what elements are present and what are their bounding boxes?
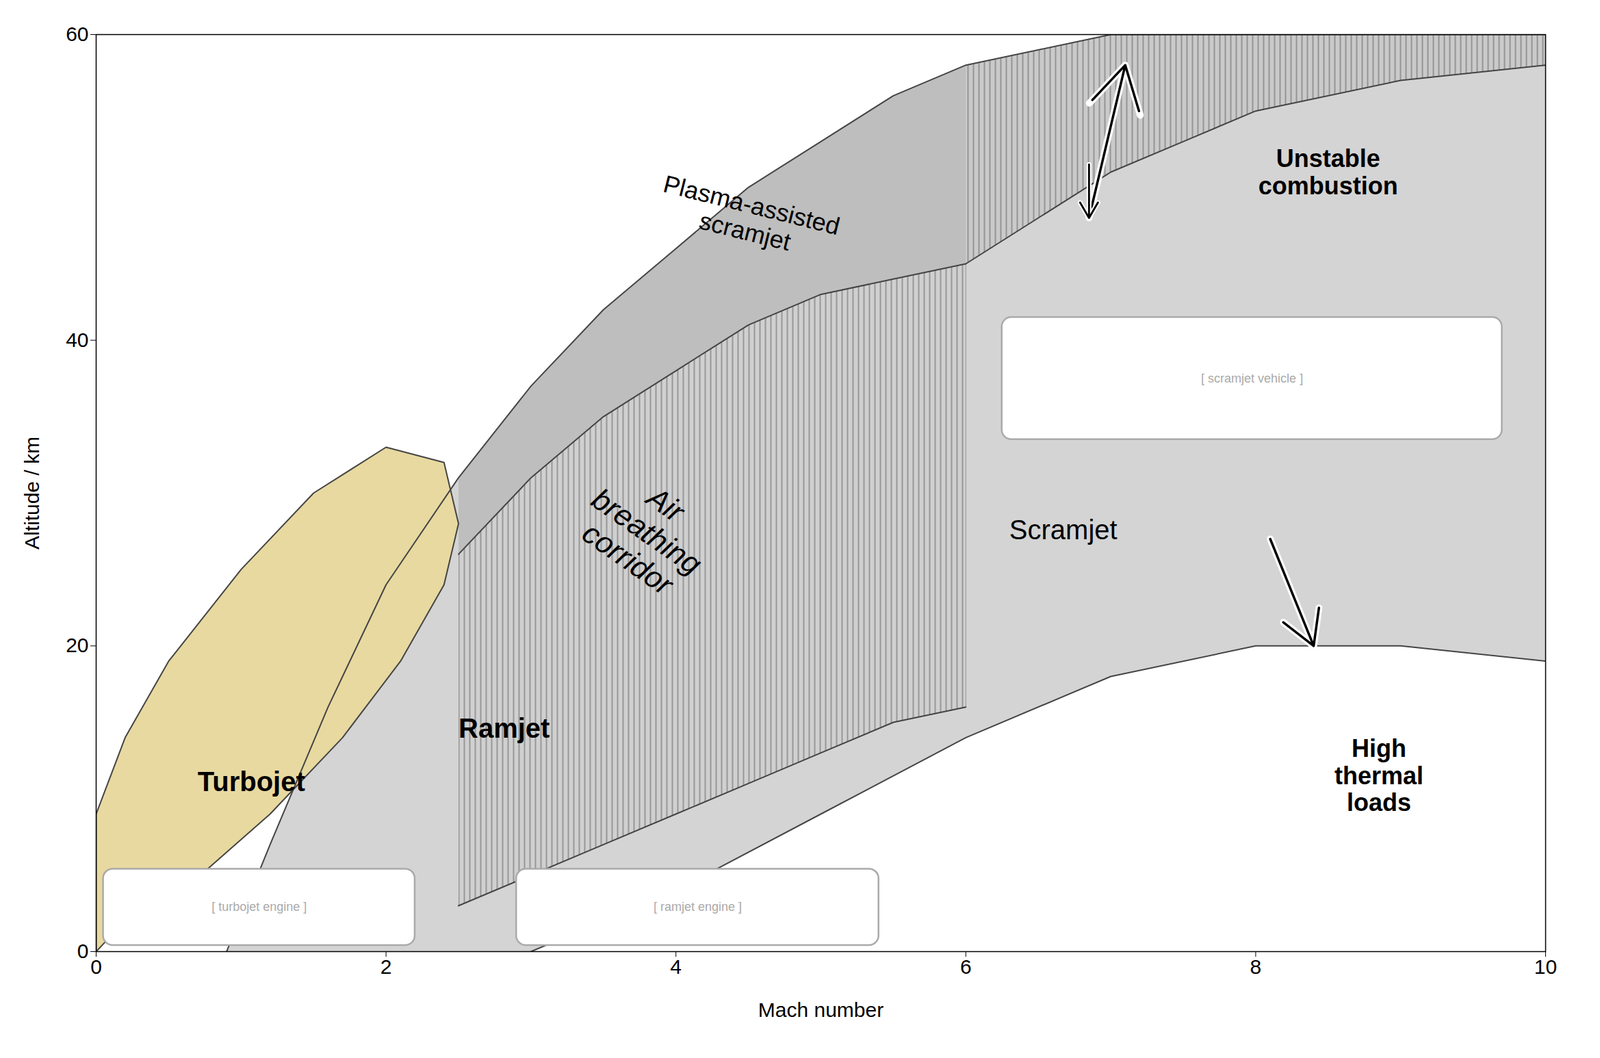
svg-text:20: 20: [65, 633, 89, 657]
svg-text:[ ramjet engine ]: [ ramjet engine ]: [653, 899, 742, 914]
svg-text:Highthermalloads: Highthermalloads: [1334, 734, 1424, 817]
svg-text:[ scramjet vehicle ]: [ scramjet vehicle ]: [1201, 371, 1303, 386]
svg-text:2: 2: [380, 955, 393, 978]
svg-text:0: 0: [90, 955, 102, 978]
svg-text:4: 4: [669, 955, 682, 978]
svg-text:Unstablecombustion: Unstablecombustion: [1258, 144, 1399, 200]
svg-text:Ramjet: Ramjet: [458, 713, 550, 744]
svg-text:60: 60: [65, 22, 89, 46]
svg-text:[ turbojet engine ]: [ turbojet engine ]: [211, 899, 307, 914]
svg-text:6: 6: [960, 955, 972, 978]
svg-text:Altitude / km: Altitude / km: [20, 436, 44, 550]
svg-text:8: 8: [1250, 955, 1262, 978]
svg-text:Mach number: Mach number: [758, 998, 884, 1022]
svg-text:Plasma-assistedscramjet: Plasma-assistedscramjet: [654, 169, 844, 267]
svg-text:40: 40: [65, 328, 89, 352]
svg-text:Scramjet: Scramjet: [1009, 514, 1118, 545]
svg-text:0: 0: [77, 939, 89, 963]
svg-text:10: 10: [1534, 955, 1557, 978]
svg-text:Airbreathingcorridor: Airbreathingcorridor: [566, 454, 727, 609]
svg-text:Turbojet: Turbojet: [197, 766, 306, 797]
